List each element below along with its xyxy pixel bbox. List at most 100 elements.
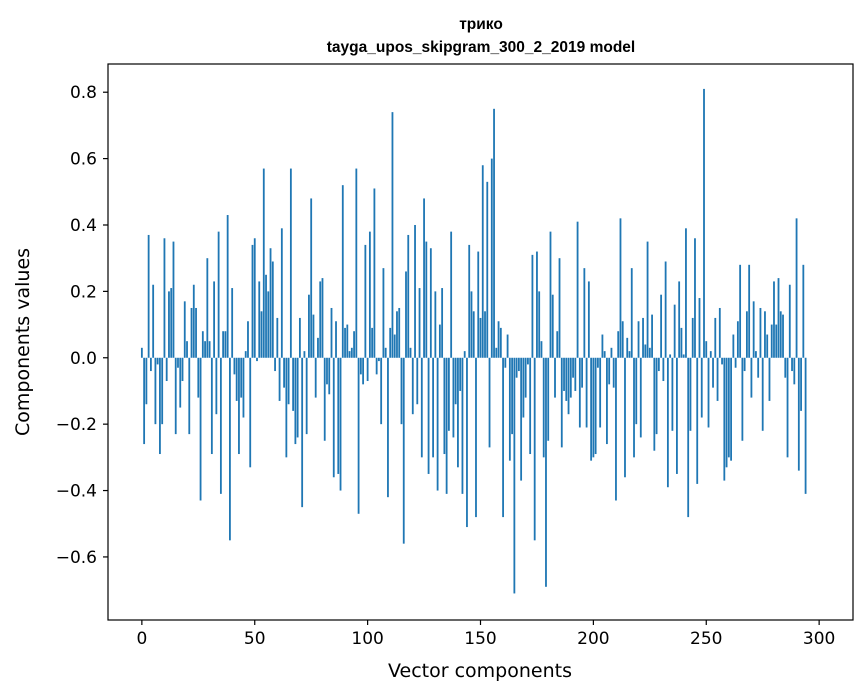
bar-17 [179,357,182,408]
bar-225 [648,347,651,358]
bar-283 [779,311,782,358]
chart-title-line1: трико [459,16,503,33]
bar-266 [741,357,744,441]
plot-frame [107,63,854,621]
bar-133 [441,288,444,358]
bar-66 [289,168,292,358]
bar-12 [168,291,170,358]
bar-86 [335,321,337,358]
bar-101 [368,231,371,358]
bar-154 [488,357,491,448]
bar-248 [700,357,703,418]
bar-99 [364,244,367,358]
bar-178 [542,357,545,458]
bar-68 [294,357,297,445]
bar-70 [298,317,301,358]
bar-115 [400,357,403,425]
bar-33 [215,357,218,415]
bar-271 [752,301,755,358]
bar-189 [567,357,570,415]
bar-109 [387,357,389,498]
bar-36 [222,331,225,358]
bar-192 [574,357,577,391]
bar-134 [443,357,446,455]
bar-221 [639,357,642,438]
x-tick-label: 250 [690,629,722,649]
bar-164 [511,357,514,435]
bar-243 [689,357,692,431]
bar-88 [339,357,342,491]
bar-190 [569,357,572,398]
bar-294 [804,357,807,494]
bar-191 [572,357,574,378]
bar-42 [235,357,238,401]
bar-231 [662,357,665,382]
bar-65 [287,357,290,405]
bar-157 [495,347,498,358]
bar-185 [558,258,561,358]
bar-18 [181,357,184,382]
bar-161 [504,357,507,368]
bar-64 [285,357,288,458]
bar-53 [260,311,263,358]
bar-262 [732,334,735,358]
bar-198 [587,281,590,358]
bar-61 [278,357,281,401]
bar-151 [481,165,484,358]
bar-194 [578,357,581,428]
bar-159 [499,327,502,358]
bar-207 [608,357,611,385]
bar-28 [204,341,206,358]
bar-210 [615,357,617,501]
bar-52 [258,281,261,358]
bar-4 [149,357,152,372]
y-tick-label: 0.2 [70,282,97,302]
bar-111 [391,112,394,358]
bar-155 [490,158,493,358]
bar-25 [197,357,200,398]
bar-59 [274,357,276,372]
x-tick-label: 100 [351,629,383,649]
x-tick-label: 0 [136,629,147,649]
bar-3 [147,234,150,358]
bar-268 [745,311,748,358]
bar-90 [344,327,346,358]
bar-222 [642,317,644,358]
bar-202 [596,357,599,368]
bar-100 [366,357,369,382]
bar-255 [716,357,719,401]
bar-186 [560,357,563,448]
bar-2 [145,357,148,405]
bar-81 [323,357,326,441]
bar-228 [655,357,658,435]
bar-113 [396,311,398,358]
bar-148 [475,357,477,518]
bar-117 [405,271,407,358]
y-tick-label: −0.6 [56,548,97,568]
bar-71 [301,357,304,508]
bar-230 [660,294,663,358]
bar-78 [317,337,319,358]
bar-226 [651,314,653,358]
bar-41 [233,357,236,375]
bar-80 [321,278,324,358]
bar-30 [208,341,211,358]
bar-8 [159,357,161,455]
bar-23 [192,284,195,358]
bar-214 [624,357,626,478]
bar-168 [520,357,523,481]
x-axis: 0 50 100 150 200 250 300 [136,620,835,649]
bar-57 [269,248,272,358]
bar-232 [664,261,667,358]
bar-227 [653,357,656,451]
bar-160 [502,357,504,518]
bar-218 [633,357,635,458]
bar-274 [759,307,762,358]
bar-176 [538,291,541,358]
bar-263 [734,357,737,368]
bar-46 [244,351,247,358]
bar-293 [802,264,805,358]
bar-280 [773,281,775,358]
bar-277 [766,334,769,358]
bar-11 [165,357,168,382]
